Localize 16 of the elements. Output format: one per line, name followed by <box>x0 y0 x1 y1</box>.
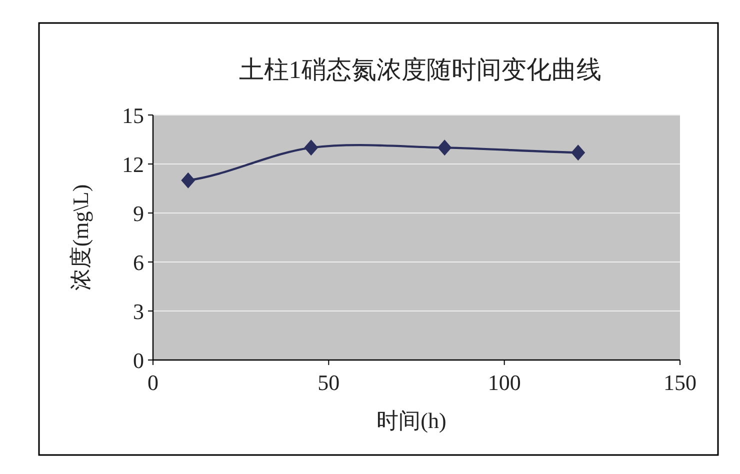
y-tick-label: 9 <box>133 201 144 226</box>
x-tick-label: 150 <box>664 370 696 395</box>
x-tick-label: 50 <box>318 370 340 395</box>
point <box>571 144 586 161</box>
chart-title: 土柱1硝态氮浓度随时间变化曲线 <box>238 56 602 84</box>
point <box>438 140 452 156</box>
point <box>304 140 318 156</box>
y-tick-label: 6 <box>133 250 144 275</box>
y-tick-label: 12 <box>122 152 144 177</box>
y-tick-label: 3 <box>133 299 144 324</box>
x-tick-label: 100 <box>488 370 521 395</box>
y-tick-label: 0 <box>133 348 144 373</box>
x-axis-title: 时间(h) <box>376 408 446 433</box>
y-axis-title: 浓度(mg\L) <box>68 184 93 291</box>
y-tick-label: 15 <box>122 103 144 128</box>
point <box>181 172 196 188</box>
